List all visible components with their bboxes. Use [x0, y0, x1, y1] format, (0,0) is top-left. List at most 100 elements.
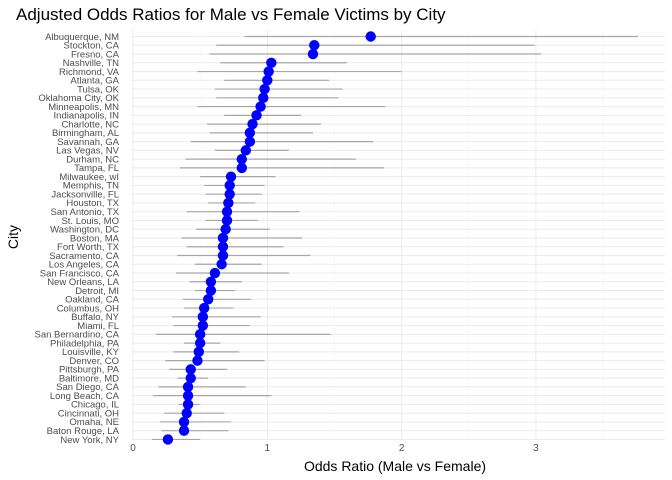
y-tick-label: Minneapolis, MN: [48, 102, 119, 113]
x-axis-title: Odds Ratio (Male vs Female): [304, 458, 486, 474]
chart-title: Adjusted Odds Ratios for Male vs Female …: [16, 5, 446, 24]
y-tick-label: Durham, NC: [66, 154, 119, 165]
y-tick-label: Columbus, OH: [57, 303, 119, 314]
y-tick-label: Birmingham, AL: [52, 128, 119, 139]
y-tick-label: San Antonio, TX: [51, 207, 120, 218]
y-tick-label: Fresno, CA: [71, 49, 120, 60]
y-tick-label: Los Angeles, CA: [49, 260, 120, 271]
y-tick-label: Tampa, FL: [74, 163, 119, 174]
y-tick-label: Stockton, CA: [64, 41, 120, 52]
y-tick-label: Baton Rouge, LA: [47, 426, 120, 437]
odds-ratio-point: [247, 118, 258, 130]
odds-ratio-point: [194, 329, 206, 340]
y-tick-label: Buffalo, NY: [71, 312, 120, 323]
odds-ratio-point: [309, 40, 320, 51]
odds-ratio-point: [259, 83, 270, 95]
odds-ratio-point: [182, 399, 194, 410]
y-tick-label: Denver, CO: [69, 356, 119, 367]
odds-ratio-point: [225, 171, 237, 182]
odds-ratio-point: [192, 355, 203, 366]
odds-ratio-point: [217, 241, 229, 252]
y-tick-label: Baltimore, MD: [59, 373, 119, 384]
odds-ratio-point: [185, 364, 196, 375]
odds-ratio-point: [198, 302, 210, 314]
y-tick-label: Long Beach, CA: [50, 391, 120, 402]
y-tick-label: Miami, FL: [77, 321, 119, 332]
x-axis-tick-labels: 0 1 2 3: [130, 443, 539, 454]
y-tick-label: New Orleans, LA: [47, 277, 119, 288]
y-tick-label: Chicago, IL: [71, 400, 119, 411]
odds-ratio-point: [217, 250, 229, 261]
y-axis-title: City: [5, 225, 21, 249]
y-tick-label: Atlanta, GA: [70, 76, 119, 87]
odds-ratio-point: [240, 145, 252, 156]
odds-ratio-point: [197, 311, 209, 323]
odds-ratio-point: [185, 372, 196, 384]
odds-ratio-point: [224, 188, 235, 200]
y-tick-label: Oklahoma City, OK: [38, 93, 119, 104]
odds-ratio-point: [220, 224, 231, 235]
y-tick-label: Charlotte, NC: [61, 119, 119, 130]
y-tick-label: Fort Worth, TX: [57, 242, 120, 253]
odds-ratio-point: [182, 390, 194, 401]
odds-ratio-point: [224, 180, 235, 191]
odds-ratio-point: [178, 416, 190, 428]
y-tick-label: Memphis, TN: [63, 181, 119, 192]
odds-ratio-point: [223, 197, 234, 209]
odds-ratio-point: [365, 31, 376, 42]
y-tick-label: Boston, MA: [70, 233, 120, 244]
x-tick-label: 3: [533, 443, 539, 454]
odds-ratio-points: [162, 31, 376, 445]
y-tick-label: Houston, TX: [66, 198, 119, 209]
y-tick-label: Milwaukee, wI: [59, 172, 119, 183]
odds-ratio-point: [205, 285, 217, 296]
y-tick-label: Washington, DC: [50, 225, 119, 236]
odds-ratio-point: [221, 206, 233, 217]
odds-ratio-point: [216, 259, 227, 270]
x-tick-label: 2: [399, 443, 405, 454]
odds-ratio-point: [221, 215, 233, 226]
y-tick-label: Albuquerque, NM: [45, 32, 119, 43]
y-tick-label: Nashville, TN: [63, 58, 119, 69]
odds-ratio-point: [251, 110, 262, 121]
odds-ratio-point: [258, 92, 269, 104]
y-tick-label: Sacramento, CA: [49, 251, 119, 262]
odds-ratio-point: [209, 267, 221, 279]
y-tick-label: Pittsburgh, PA: [59, 365, 120, 376]
odds-ratio-point: [178, 425, 190, 436]
odds-ratio-point: [197, 320, 209, 331]
y-tick-label: Jacksonville, FL: [51, 189, 119, 200]
y-tick-label: New York, NY: [60, 435, 119, 446]
odds-ratio-point: [203, 294, 214, 305]
odds-ratio-point: [255, 101, 266, 112]
odds-ratio-point: [307, 48, 319, 60]
x-tick-label: 1: [265, 443, 271, 454]
y-tick-label: St. Louis, MO: [61, 216, 119, 227]
y-tick-label: Las Vegas, NV: [56, 146, 120, 157]
odds-ratio-point: [244, 136, 256, 147]
odds-ratio-point: [194, 337, 206, 349]
y-tick-label: San Bernardino, CA: [35, 330, 120, 341]
odds-ratio-point: [182, 381, 194, 393]
odds-ratio-point: [181, 407, 192, 419]
odds-ratio-point: [263, 66, 274, 77]
y-tick-label: Philadelphia, PA: [50, 338, 120, 349]
odds-ratio-point: [266, 57, 277, 68]
y-tick-label: Cincinnati, OH: [58, 408, 119, 419]
y-tick-label: Omaha, NE: [69, 417, 119, 428]
y-tick-label: Savannah, GA: [57, 137, 119, 148]
x-tick-label: 0: [130, 443, 136, 454]
odds-ratio-point: [205, 276, 217, 287]
grid: [132, 30, 665, 440]
y-tick-label: Detroit, MI: [75, 286, 119, 297]
odds-ratio-point: [162, 434, 174, 445]
odds-ratio-point: [236, 153, 247, 165]
y-tick-label: Richmond, VA: [59, 67, 120, 78]
odds-ratio-point: [193, 346, 205, 358]
odds-ratio-point: [236, 162, 247, 174]
y-tick-label: Louisville, KY: [62, 347, 120, 358]
y-tick-label: Oakland, CA: [65, 295, 120, 306]
y-tick-label: Indianapolis, IN: [54, 111, 120, 122]
